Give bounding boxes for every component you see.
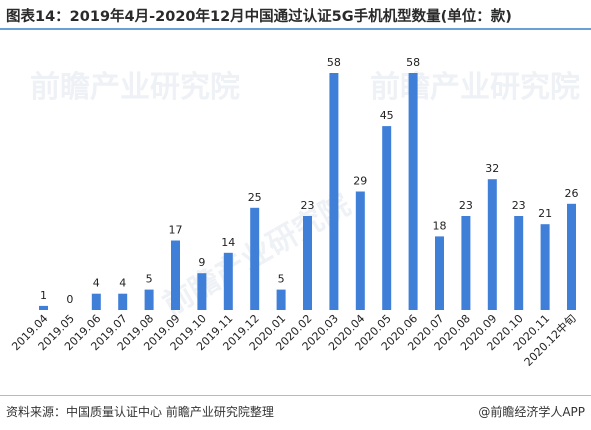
bar-2019.07: [118, 293, 128, 310]
bar-2019.12: [250, 207, 260, 310]
data-label: 4: [93, 277, 100, 290]
bar-2020.10: [514, 216, 524, 310]
data-label: 1: [40, 289, 47, 302]
bar-2019.04: [39, 305, 48, 310]
bar-2019.11: [223, 252, 233, 310]
data-label: 21: [538, 207, 552, 220]
data-label: 58: [327, 56, 341, 69]
chart-title: 图表14：2019年4月-2020年12月中国通过认证5G手机机型数量(单位：款…: [6, 9, 512, 25]
data-label: 23: [301, 199, 315, 212]
data-label: 26: [565, 187, 579, 200]
data-label: 0: [66, 293, 73, 306]
source-note: 资料来源：中国质量认证中心 前瞻产业研究院整理: [6, 405, 274, 419]
bar-2019.10: [197, 273, 207, 310]
data-label: 45: [380, 109, 394, 122]
x-tick-labels-group: 2019.042019.052019.062019.072019.082019.…: [9, 312, 578, 369]
data-label: 23: [459, 199, 473, 212]
data-label: 23: [512, 199, 526, 212]
bar-2019.09: [171, 240, 180, 310]
bar-2019.08: [144, 289, 154, 310]
data-label: 58: [406, 56, 420, 69]
title-divider: [0, 28, 591, 30]
bar-2020.06: [408, 73, 418, 310]
bar-2020.08: [461, 216, 471, 310]
footer-divider: [0, 395, 591, 396]
data-label: 14: [221, 236, 235, 249]
data-label: 18: [433, 219, 447, 232]
data-label: 32: [485, 162, 499, 175]
data-label: 9: [198, 256, 205, 269]
data-label: 17: [169, 224, 183, 237]
bar-2020.07: [435, 236, 444, 310]
bar-2020.04: [355, 191, 365, 310]
data-label: 5: [278, 273, 285, 286]
data-label: 4: [119, 277, 126, 290]
data-label: 29: [353, 175, 367, 188]
bar-2020.05: [382, 126, 392, 310]
data-label: 25: [248, 191, 262, 204]
data-label: 5: [146, 273, 153, 286]
bar-2020.03: [329, 73, 339, 310]
bars-group: [39, 73, 576, 310]
bar-2020.11: [540, 224, 550, 310]
brand-credit: @前瞻经济学人APP: [478, 405, 585, 419]
bar-2020.09: [487, 179, 497, 310]
bar-2020.12中旬: [567, 203, 576, 310]
bar-2020.02: [303, 216, 312, 310]
bar-2019.06: [91, 293, 101, 310]
bar-2020.01: [276, 289, 286, 310]
